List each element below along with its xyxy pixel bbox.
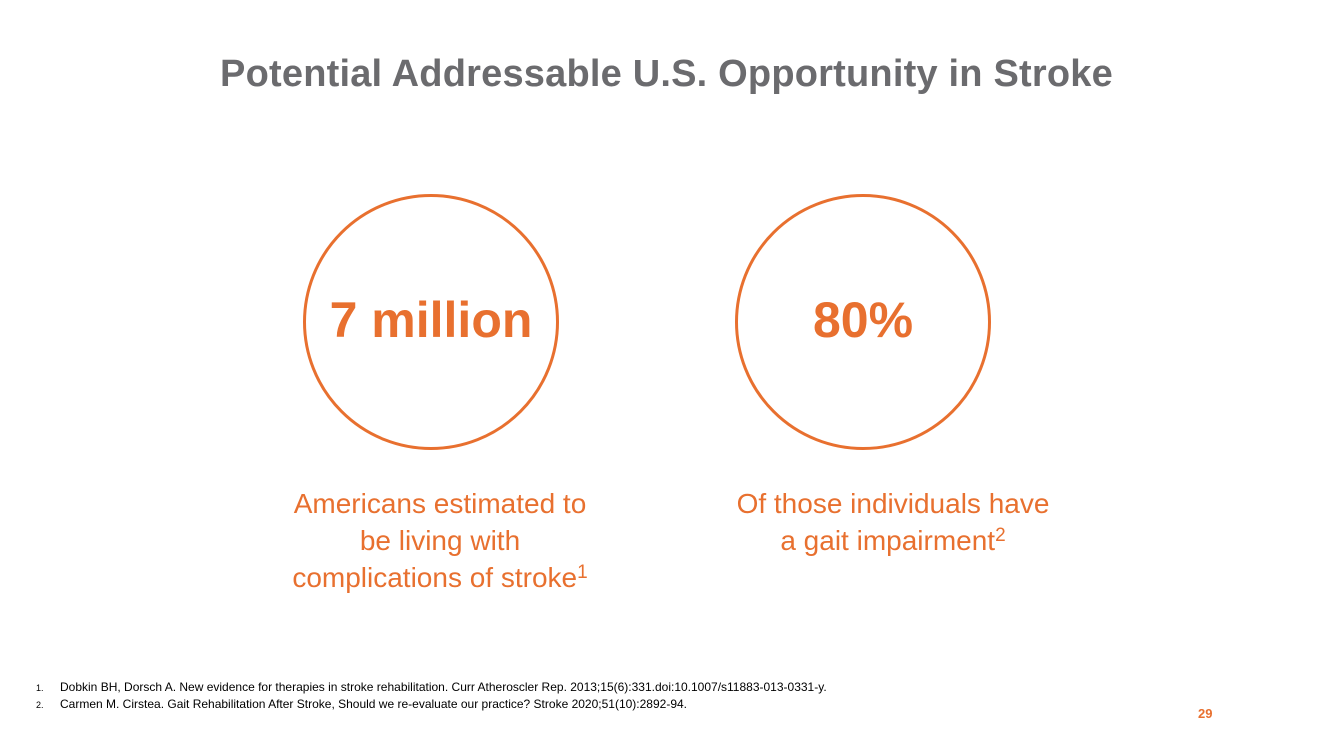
stat-circle-gait-impairment: 80% xyxy=(735,194,991,450)
stat-value: 80% xyxy=(812,292,914,348)
footnote-ref: 1 xyxy=(577,562,588,583)
footnote-item: 1. Dobkin BH, Dorsch A. New evidence for… xyxy=(36,679,827,696)
footnote-number: 1. xyxy=(36,683,44,693)
stat-caption-gait-impairment: Of those individuals have a gait impairm… xyxy=(700,485,1086,559)
stat-caption-americans-with-stroke: Americans estimated to be living with co… xyxy=(260,485,620,596)
stat-circle-americans-with-stroke: 7 million xyxy=(303,194,559,450)
caption-line: a gait impairment xyxy=(780,525,996,556)
footnote-text: Dobkin BH, Dorsch A. New evidence for th… xyxy=(60,680,827,694)
caption-line: Americans estimated to xyxy=(293,488,587,519)
stat-value: 7 million xyxy=(329,292,533,348)
footnote-number: 2. xyxy=(36,700,44,710)
caption-line: Of those individuals have xyxy=(736,488,1050,519)
slide-title: Potential Addressable U.S. Opportunity i… xyxy=(220,53,1113,95)
footnote-ref: 2 xyxy=(995,525,1006,546)
page-number: 29 xyxy=(1198,706,1213,721)
footnote-item: 2. Carmen M. Cirstea. Gait Rehabilitatio… xyxy=(36,696,827,713)
caption-line: complications of stroke xyxy=(292,562,578,593)
footnotes: 1. Dobkin BH, Dorsch A. New evidence for… xyxy=(36,679,827,713)
footnote-text: Carmen M. Cirstea. Gait Rehabilitation A… xyxy=(60,697,687,711)
caption-line: be living with xyxy=(359,525,521,556)
